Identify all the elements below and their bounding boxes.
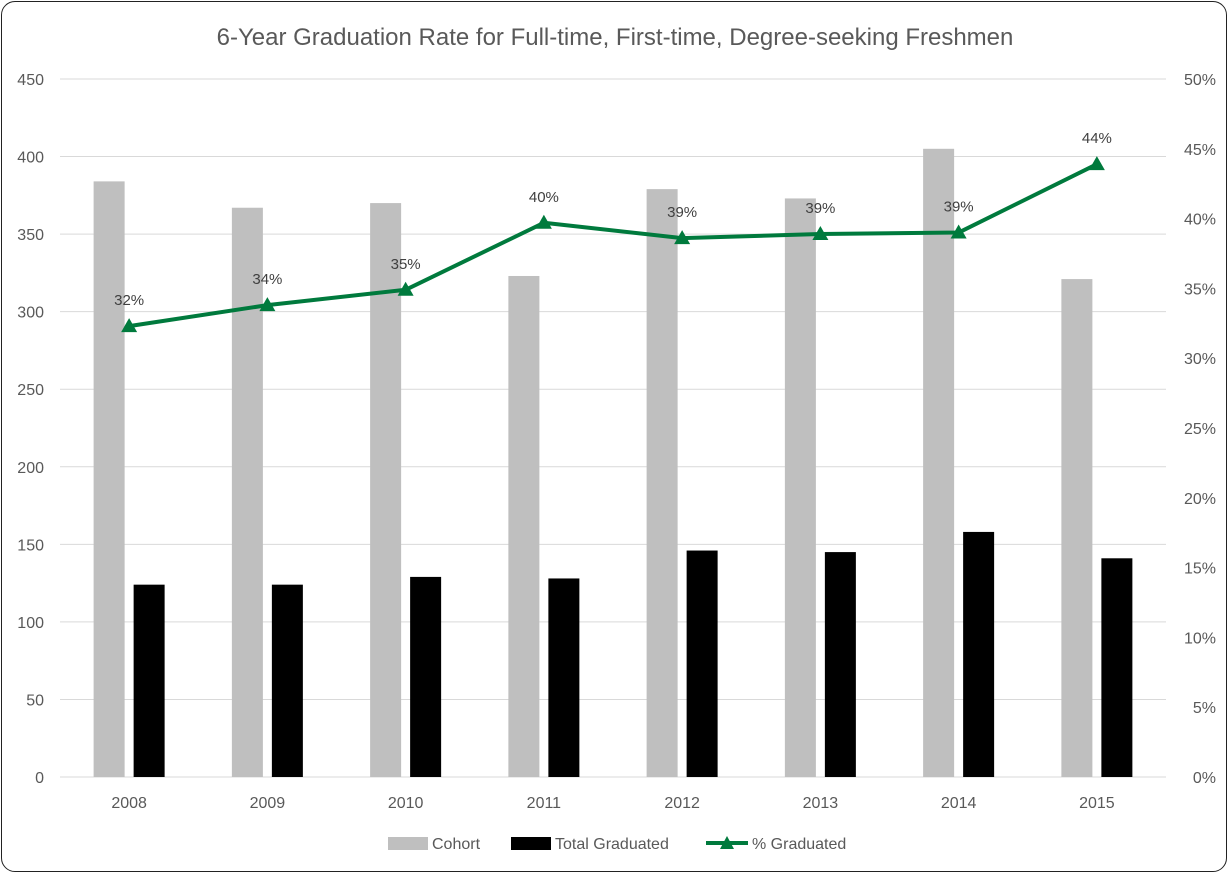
right-tick-label: 0%	[1193, 770, 1216, 787]
right-tick-label: 15%	[1184, 561, 1216, 578]
left-tick-label: 200	[17, 460, 44, 477]
legend-swatch	[511, 837, 551, 850]
cohort-bar	[370, 203, 402, 778]
x-tick-label: 2013	[803, 795, 839, 812]
bars	[93, 148, 1133, 778]
graduated-bar	[410, 576, 442, 777]
left-axis: 0 50 100 150 200 250 300 350 400 450	[17, 72, 44, 787]
legend-swatch	[388, 837, 428, 850]
graduated-bar	[271, 584, 303, 777]
graduated-bar	[1101, 558, 1133, 777]
cohort-bar	[923, 148, 955, 778]
graduated-bar	[548, 578, 580, 777]
right-tick-label: 40%	[1184, 212, 1216, 229]
cohort-bar	[646, 189, 678, 777]
percent-data-label: 40%	[529, 189, 559, 206]
right-tick-label: 30%	[1184, 351, 1216, 368]
right-tick-label: 50%	[1184, 72, 1216, 89]
percent-point-marker	[950, 224, 967, 239]
percent-point-marker	[535, 214, 552, 229]
legend-label: % Graduated	[752, 836, 846, 853]
cohort-bar	[784, 198, 816, 778]
percent-data-label: 44%	[1082, 130, 1112, 147]
cohort-bar	[93, 181, 125, 777]
right-tick-label: 10%	[1184, 630, 1216, 647]
percent-point-marker	[1088, 156, 1105, 171]
percent-point-marker	[674, 230, 691, 245]
percent-point-marker	[397, 281, 414, 296]
legend: Cohort Total Graduated % Graduated	[388, 836, 846, 853]
right-tick-label: 25%	[1184, 421, 1216, 438]
percent-data-label: 39%	[667, 204, 697, 221]
left-tick-label: 0	[35, 770, 44, 787]
graduated-bar	[686, 550, 718, 777]
left-tick-label: 400	[17, 150, 44, 167]
percent-line: 32% 34% 35% 40% 39% 39% 39% 44%	[114, 130, 1112, 333]
left-tick-label: 450	[17, 72, 44, 89]
right-tick-label: 35%	[1184, 281, 1216, 298]
percent-data-label: 35%	[391, 256, 421, 273]
left-tick-label: 300	[17, 305, 44, 322]
x-tick-label: 2008	[111, 795, 147, 812]
x-tick-label: 2015	[1079, 795, 1115, 812]
left-tick-label: 250	[17, 382, 44, 399]
graduated-bar	[133, 584, 165, 777]
cohort-bar	[1061, 279, 1093, 777]
legend-marker	[720, 836, 734, 849]
percent-point-marker	[259, 297, 276, 312]
x-tick-label: 2010	[388, 795, 424, 812]
legend-label: Total Graduated	[555, 836, 669, 853]
graduated-bar	[963, 531, 995, 777]
chart-title: 6-Year Graduation Rate for Full-time, Fi…	[217, 24, 1014, 51]
right-tick-label: 5%	[1193, 700, 1216, 717]
percent-data-label: 32%	[114, 292, 144, 309]
percent-data-label: 39%	[944, 199, 974, 216]
percent-point-marker	[812, 225, 829, 240]
x-tick-label: 2009	[250, 795, 286, 812]
left-tick-label: 100	[17, 615, 44, 632]
right-axis: 0% 5% 10% 15% 20% 25% 30% 35% 40% 45% 50%	[1184, 72, 1216, 787]
legend-label: Cohort	[432, 836, 481, 853]
cohort-bar	[508, 275, 540, 777]
percent-line-path	[128, 162, 1098, 329]
percent-data-label: 39%	[805, 200, 835, 217]
left-tick-label: 350	[17, 227, 44, 244]
left-tick-label: 150	[17, 537, 44, 554]
percent-data-label: 34%	[252, 271, 282, 288]
right-tick-label: 20%	[1184, 491, 1216, 508]
left-tick-label: 50	[26, 692, 44, 709]
percent-point-marker	[121, 318, 138, 333]
graduated-bar	[824, 552, 856, 777]
x-tick-label: 2014	[941, 795, 977, 812]
x-tick-label: 2011	[527, 795, 562, 812]
gridlines	[60, 78, 1166, 778]
x-tick-label: 2012	[664, 795, 700, 812]
x-axis: 2008 2009 2010 2011 2012 2013 2014 2015	[111, 795, 1114, 812]
right-tick-label: 45%	[1184, 142, 1216, 159]
cohort-bar	[231, 207, 263, 778]
